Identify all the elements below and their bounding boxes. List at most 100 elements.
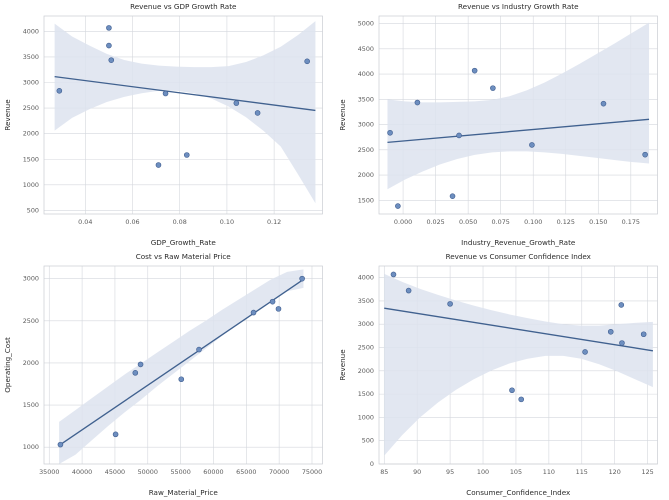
x-tick-label: 0.04 <box>78 218 92 226</box>
y-tick-label: 2500 <box>23 104 39 112</box>
scatter-point <box>528 142 535 148</box>
y-axis-label: Revenue <box>3 99 12 131</box>
y-tick-label: 1000 <box>357 413 373 421</box>
regression-line <box>386 118 649 144</box>
x-tick-label: 0.06 <box>125 218 139 226</box>
y-tick-label: 1500 <box>357 390 373 398</box>
y-tick-label: 2000 <box>23 130 39 138</box>
x-axis-label: Industry_Revenue_Growth_Rate <box>461 238 576 247</box>
y-tick-label: 3500 <box>357 95 373 103</box>
x-tick-label: 0.050 <box>458 218 476 226</box>
y-axis-label: Operating_Cost <box>3 337 12 393</box>
x-tick-label: 50000 <box>138 468 158 476</box>
x-tick-label: 0.150 <box>589 218 607 226</box>
y-tick-label: 5000 <box>357 20 373 28</box>
y-tick-label: 2000 <box>357 171 373 179</box>
scatter-point <box>250 309 257 316</box>
y-axis-label: Revenue <box>338 349 347 381</box>
panel-revenue-vs-consumer-confidence-index: Revenue vs Consumer Confidence Index 0 500… <box>335 250 669 500</box>
y-tick-label: 2500 <box>23 317 39 325</box>
y-tick-label: 3000 <box>357 121 373 129</box>
confidence-band <box>59 269 304 464</box>
x-tick-label: 90 <box>413 468 421 476</box>
y-tick-label: 1500 <box>23 401 39 409</box>
scatter-point <box>275 306 282 312</box>
axis-spines <box>378 15 658 215</box>
y-tick-label: 4000 <box>23 27 39 35</box>
scatter-point <box>600 100 606 107</box>
chart-title: Revenue vs Consumer Confidence Index <box>445 252 591 261</box>
y-tick-label: 1500 <box>357 196 373 204</box>
scatter-point <box>390 271 396 278</box>
y-tick-label: 500 <box>27 206 39 214</box>
x-tick-label: 70000 <box>269 468 289 476</box>
y-tick-label: 3500 <box>23 53 39 61</box>
scatter-point <box>449 193 455 199</box>
scatter-point <box>394 203 401 209</box>
x-tick-label: 0.08 <box>173 218 187 226</box>
y-tick-label: 2000 <box>357 367 373 375</box>
y-tick-label: 500 <box>361 437 373 445</box>
x-tick-label: 115 <box>575 468 587 476</box>
axis-spines <box>378 265 658 465</box>
scatter-point <box>183 152 190 158</box>
x-axis-label: GDP_Growth_Rate <box>151 238 217 247</box>
scatter-point <box>489 85 496 91</box>
x-tick-label: 55000 <box>170 468 190 476</box>
y-tick-label: 4000 <box>357 274 373 282</box>
panel-cost-vs-raw-material-price: Cost vs Raw Material Price 1000 1500 2000 25… <box>0 250 335 500</box>
x-tick-label: 35000 <box>39 468 59 476</box>
scatter-point <box>446 301 453 307</box>
y-tick-label: 2500 <box>357 344 373 352</box>
y-tick-label: 1500 <box>23 155 39 163</box>
scatter-point <box>405 287 411 294</box>
y-tick-label: 0 <box>369 460 373 468</box>
x-tick-label: 45000 <box>105 468 125 476</box>
x-tick-label: 100 <box>476 468 488 476</box>
axis-spines <box>43 265 323 465</box>
scatter-point <box>132 370 139 376</box>
panel-revenue-vs-industry-growth-rate: Revenue vs Industry Growth Rate 1500 2000 2… <box>335 0 669 250</box>
scatter-point <box>196 346 202 353</box>
scatter-point <box>617 302 624 308</box>
axis-spines <box>43 15 323 215</box>
y-tick-label: 3000 <box>23 79 39 87</box>
x-tick-label: 95 <box>446 468 454 476</box>
scatter-point <box>607 328 614 335</box>
regression-line <box>383 307 653 352</box>
scatter-point <box>640 331 646 338</box>
scatter-point <box>57 441 64 448</box>
regression-line <box>54 75 316 112</box>
scatter-point <box>269 298 276 305</box>
x-tick-label: 75000 <box>302 468 322 476</box>
x-tick-label: 0.000 <box>393 218 411 226</box>
y-tick-label: 2500 <box>357 146 373 154</box>
x-tick-label: 65000 <box>236 468 256 476</box>
x-tick-label: 85 <box>380 468 388 476</box>
x-tick-label: 125 <box>641 468 653 476</box>
x-tick-label: 60000 <box>203 468 223 476</box>
x-tick-label: 0.025 <box>426 218 444 226</box>
scatter-point <box>455 132 462 139</box>
x-tick-label: 0.12 <box>267 218 281 226</box>
scatter-point <box>56 88 63 94</box>
y-axis-label: Revenue <box>338 99 347 131</box>
scatter-point <box>618 340 625 346</box>
scatter-point <box>471 67 477 74</box>
scatter-point <box>137 361 144 368</box>
scatter-point <box>386 129 393 136</box>
scatter-point <box>106 25 112 31</box>
y-tick-label: 4500 <box>357 45 373 53</box>
x-tick-label: 110 <box>542 468 554 476</box>
x-tick-label: 105 <box>509 468 521 476</box>
scatter-point <box>581 349 588 355</box>
scatter-point <box>304 58 310 65</box>
scatter-point <box>254 110 261 116</box>
x-tick-label: 0.175 <box>621 218 639 226</box>
scatter-point <box>155 162 162 168</box>
y-tick-label: 3500 <box>357 297 373 305</box>
scatter-point <box>641 151 648 158</box>
scatter-point <box>106 42 112 49</box>
y-tick-label: 2000 <box>23 359 39 367</box>
